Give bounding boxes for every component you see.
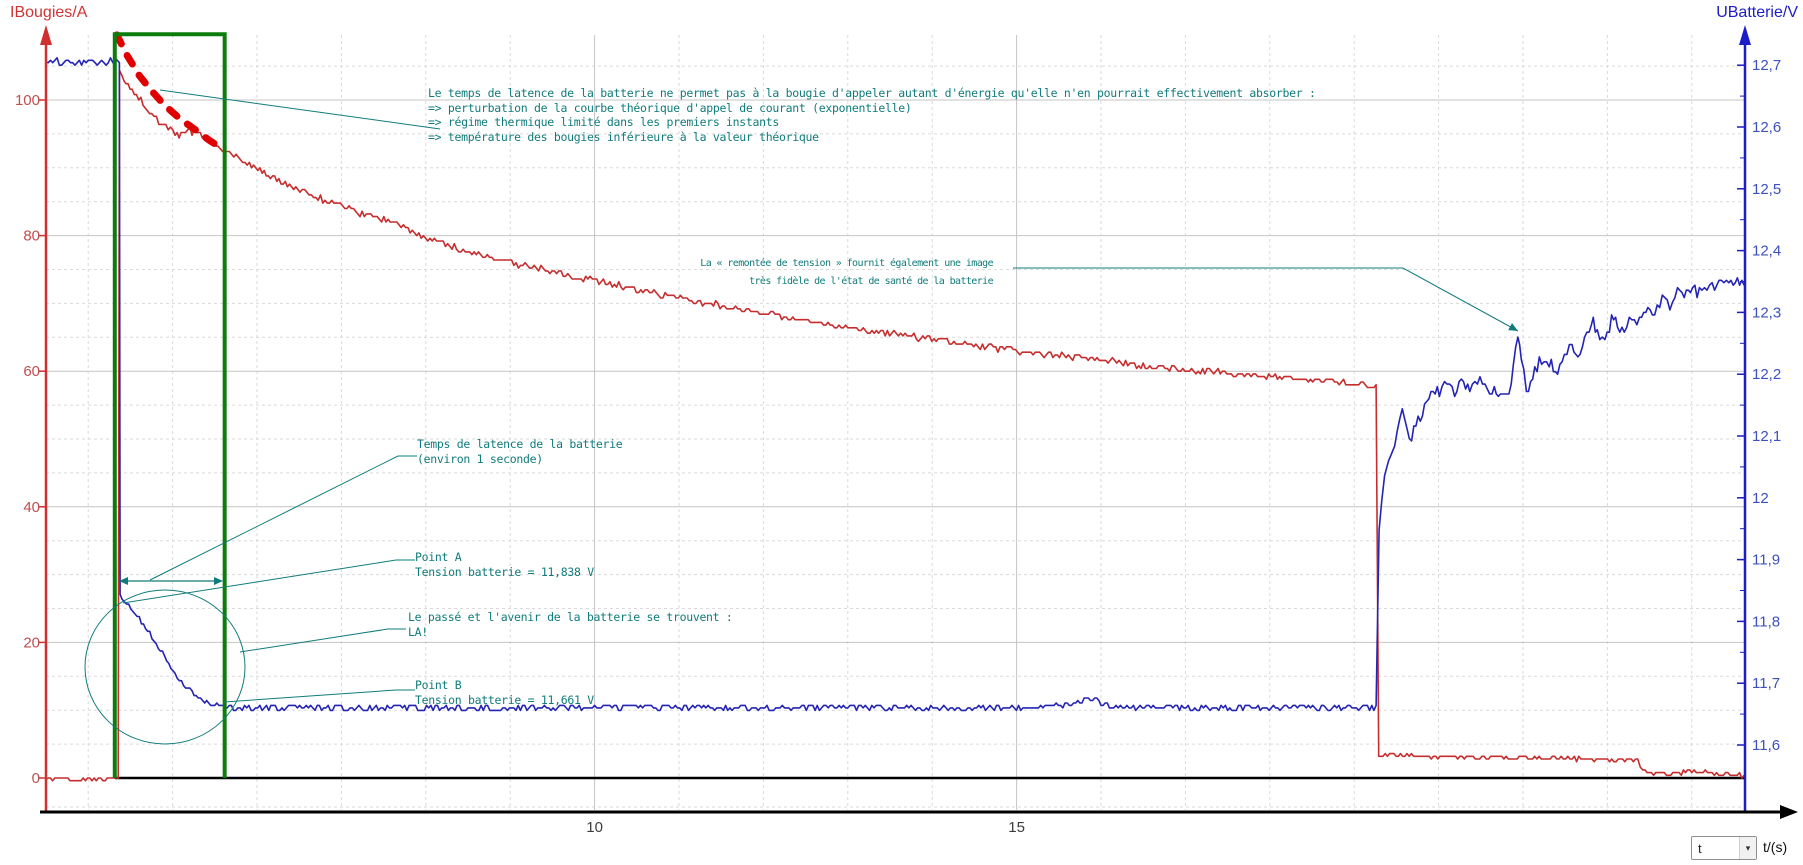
right-axis-tick-label: 11,7 bbox=[1752, 675, 1780, 692]
left-axis-tick-label: 100 bbox=[15, 92, 40, 109]
right-axis-tick-label: 12,4 bbox=[1752, 243, 1781, 260]
annotation-leader-temps-latence bbox=[149, 455, 417, 581]
battery-voltage-curve bbox=[45, 57, 1745, 712]
left-axis-tick-label: 80 bbox=[23, 228, 40, 245]
annotation-leader-point-b bbox=[223, 689, 415, 703]
right-axis-tick-label: 12,3 bbox=[1752, 304, 1781, 321]
latency-arrow-left-tip bbox=[119, 577, 128, 585]
left-axis-tick-label: 60 bbox=[23, 363, 40, 380]
right-axis-arrow-icon bbox=[1739, 25, 1751, 45]
right-axis-tick-label: 11,9 bbox=[1752, 552, 1780, 569]
right-axis-tick-label: 12 bbox=[1752, 490, 1769, 507]
theoretical-current-curve bbox=[113, 31, 227, 153]
red-current-curve bbox=[45, 69, 1745, 782]
annotation-arrowhead bbox=[1508, 323, 1518, 331]
left-axis-tick-label: 0 bbox=[32, 770, 40, 787]
latency-arrow-right-tip bbox=[214, 577, 223, 585]
annotation-leader-passe-avenir bbox=[239, 628, 406, 653]
left-axis-arrow-icon bbox=[40, 25, 52, 45]
x-axis-title: t/(s) bbox=[1763, 839, 1788, 855]
chevron-down-icon[interactable]: ▾ bbox=[1739, 837, 1756, 859]
time-variable-dropdown[interactable]: t ▾ bbox=[1691, 836, 1757, 860]
analysis-ellipse bbox=[84, 589, 246, 745]
right-axis-tick-label: 12,5 bbox=[1752, 181, 1781, 198]
green-highlight-box bbox=[112, 32, 227, 778]
x-axis-tick-label: 15 bbox=[1008, 819, 1025, 836]
x-axis-tick-label: 10 bbox=[586, 819, 603, 836]
left-axis-tick-label: 20 bbox=[23, 634, 40, 651]
right-axis-tick-label: 12,6 bbox=[1752, 119, 1781, 136]
annotation-leader-latence-energie bbox=[159, 89, 441, 130]
annotation-leader-point-a bbox=[122, 559, 415, 604]
right-axis-tick-label: 12,2 bbox=[1752, 366, 1781, 383]
right-axis-tick-label: 12,1 bbox=[1752, 428, 1781, 445]
right-axis-tick-label: 11,6 bbox=[1752, 737, 1780, 754]
grid bbox=[46, 35, 1745, 810]
left-axis-title: IBougies/A bbox=[10, 4, 88, 21]
right-axis-tick-label: 11,8 bbox=[1752, 613, 1780, 630]
dropdown-value: t bbox=[1698, 840, 1702, 856]
right-axis-title: UBatterie/V bbox=[1716, 4, 1798, 21]
annotation-leader-remontee-tension bbox=[1013, 267, 1519, 332]
time-axis-arrow-icon bbox=[1780, 805, 1798, 819]
left-axis-tick-label: 40 bbox=[23, 499, 40, 516]
right-axis-tick-label: 12,7 bbox=[1752, 57, 1781, 74]
